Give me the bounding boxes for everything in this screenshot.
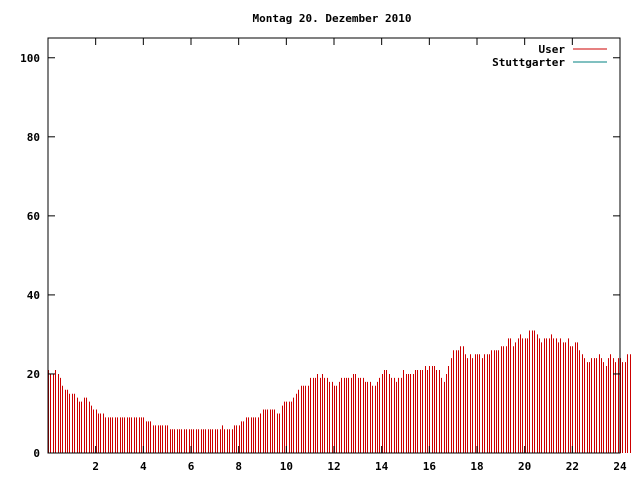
y-tick-label: 0 xyxy=(33,447,40,460)
x-tick-label: 10 xyxy=(280,460,293,473)
x-axis: 2 4 6 8 10 12 14 16 18 20 22 24 xyxy=(92,38,627,473)
y-tick-label: 60 xyxy=(27,210,40,223)
y-tick-label: 40 xyxy=(27,289,40,302)
x-tick-label: 24 xyxy=(613,460,627,473)
series-user-bars xyxy=(48,330,631,453)
y-tick-label: 80 xyxy=(27,131,40,144)
x-tick-label: 16 xyxy=(423,460,437,473)
x-tick-label: 6 xyxy=(188,460,195,473)
x-tick-label: 14 xyxy=(375,460,389,473)
chart-title: Montag 20. Dezember 2010 xyxy=(253,12,412,25)
plot-frame xyxy=(47,37,621,454)
x-tick-label: 8 xyxy=(235,460,242,473)
x-tick-label: 2 xyxy=(92,460,99,473)
y-tick-label: 100 xyxy=(20,52,40,65)
x-tick-label: 20 xyxy=(518,460,531,473)
x-tick-label: 4 xyxy=(140,460,147,473)
x-tick-label: 18 xyxy=(470,460,483,473)
x-tick-label: 12 xyxy=(327,460,340,473)
legend-label: Stuttgarter xyxy=(492,56,565,69)
y-tick-label: 20 xyxy=(27,368,40,381)
legend-label: User xyxy=(539,43,566,56)
x-tick-label: 22 xyxy=(566,460,579,473)
